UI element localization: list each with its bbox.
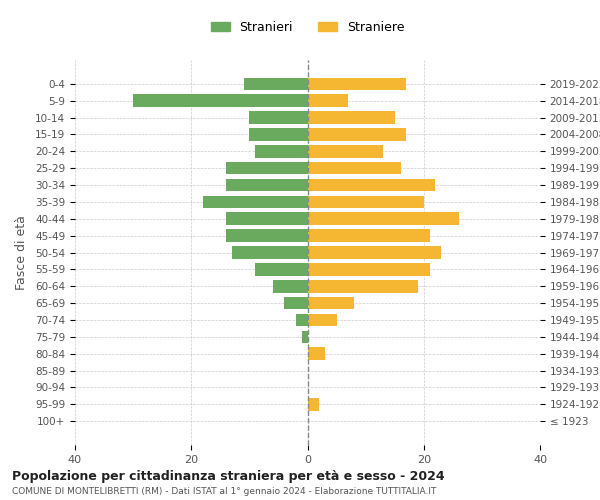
Bar [308, 246, 441, 259]
Bar [133, 94, 308, 107]
Bar [255, 263, 308, 276]
Bar [250, 111, 308, 124]
Bar [272, 280, 308, 292]
Bar [308, 230, 430, 242]
Bar [308, 263, 430, 276]
Y-axis label: Fasce di età: Fasce di età [15, 215, 28, 290]
Bar [250, 128, 308, 141]
Bar [308, 314, 337, 326]
Bar [308, 94, 348, 107]
Bar [226, 178, 308, 192]
Bar [308, 145, 383, 158]
Text: COMUNE DI MONTELIBRETTI (RM) - Dati ISTAT al 1° gennaio 2024 - Elaborazione TUTT: COMUNE DI MONTELIBRETTI (RM) - Dati ISTA… [12, 488, 436, 496]
Bar [244, 78, 308, 90]
Bar [255, 145, 308, 158]
Bar [308, 297, 354, 310]
Bar [308, 212, 458, 225]
Bar [308, 178, 436, 192]
Bar [284, 297, 308, 310]
Bar [308, 111, 395, 124]
Bar [308, 162, 401, 174]
Bar [226, 162, 308, 174]
Legend: Stranieri, Straniere: Stranieri, Straniere [206, 16, 409, 39]
Bar [203, 196, 308, 208]
Bar [308, 128, 406, 141]
Bar [232, 246, 308, 259]
Bar [308, 280, 418, 292]
Bar [226, 212, 308, 225]
Bar [226, 230, 308, 242]
Bar [308, 348, 325, 360]
Text: Popolazione per cittadinanza straniera per età e sesso - 2024: Popolazione per cittadinanza straniera p… [12, 470, 445, 483]
Bar [308, 196, 424, 208]
Bar [308, 398, 319, 410]
Bar [302, 330, 308, 343]
Bar [296, 314, 308, 326]
Bar [308, 78, 406, 90]
